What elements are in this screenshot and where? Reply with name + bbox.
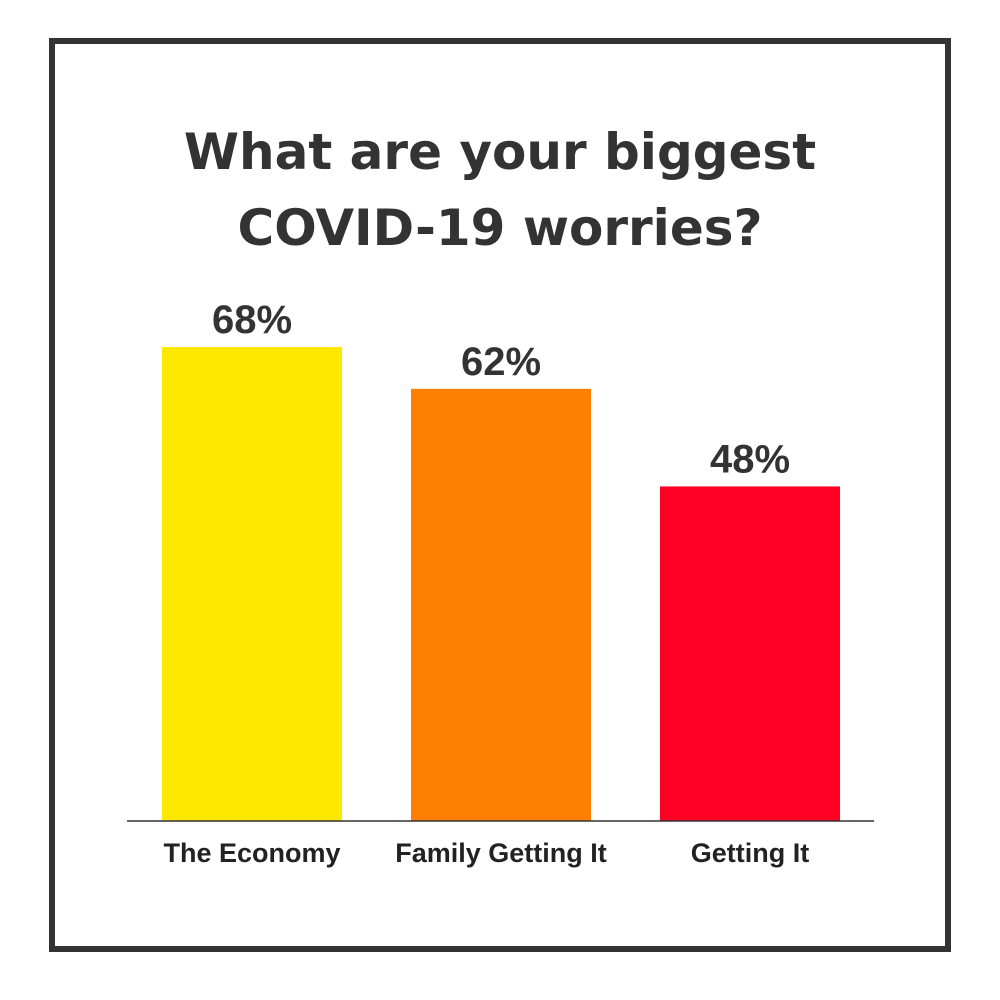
category-label-the-economy: The Economy — [163, 838, 340, 868]
value-label-getting-it: 48% — [710, 437, 790, 481]
category-label-family-getting-it: Family Getting It — [395, 838, 607, 868]
chart-title: What are your biggest COVID-19 worries? — [55, 114, 945, 266]
bar-the-economy — [162, 347, 342, 821]
category-label-getting-it: Getting It — [691, 838, 809, 868]
bar-getting-it — [660, 486, 840, 821]
chart-title-line-2: COVID-19 worries? — [237, 199, 763, 257]
bar-family-getting-it — [411, 388, 591, 821]
chart-title-line-1: What are your biggest — [183, 123, 817, 181]
value-label-family-getting-it: 62% — [461, 340, 541, 384]
value-label-the-economy: 68% — [212, 298, 292, 342]
